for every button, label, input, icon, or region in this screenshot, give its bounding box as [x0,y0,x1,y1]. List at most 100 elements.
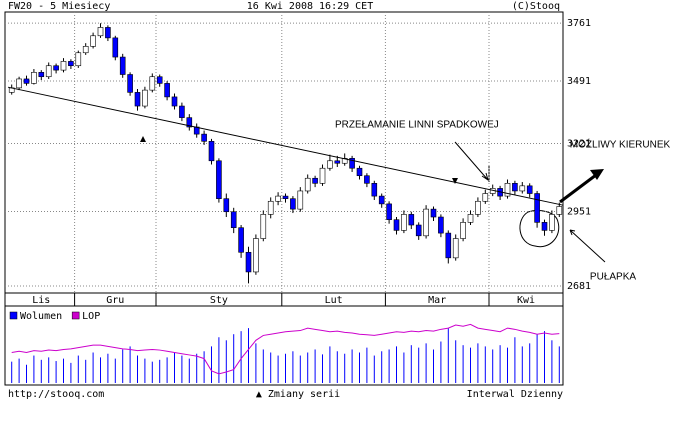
candle-body [452,238,459,259]
legend-swatch [71,311,80,320]
footer-right: Interwal Dzienny [467,389,563,400]
series-change-marker [452,178,458,184]
footer-left: http://stooq.com [8,389,104,400]
candle-body [238,227,244,253]
y-tick-label: 2681 [567,281,591,292]
candle-body [549,214,555,231]
candle-body [482,193,489,202]
candle-body [186,117,193,128]
annotation: PRZEŁAMANIE LINNI SPADKOWEJ [335,120,499,131]
candle-body [304,177,311,192]
candle-body [423,208,429,237]
y-tick-label: 3491 [567,76,591,87]
x-tick-label: Gru [106,295,124,306]
candle-body [112,37,119,58]
candle-body [526,185,533,194]
legend-swatch [9,311,18,320]
candle-body [430,208,437,218]
candle-body [171,96,178,107]
candle-body [386,203,392,220]
candle-body [149,76,156,91]
candle-body [319,167,326,184]
candle-body [164,83,170,98]
candle-body [75,52,82,67]
candle-body [223,198,230,213]
candle-body [38,72,45,78]
candle-body [90,35,96,47]
candle-body [297,190,304,210]
y-tick-label: 2951 [567,206,591,217]
candle-body [253,238,259,273]
x-tick-label: Lis [32,295,50,306]
candle-body [134,92,141,107]
trend-line [7,86,564,206]
x-tick-label: Kwi [517,295,535,306]
candle-body [68,61,74,67]
candle-body [438,216,444,234]
candle-body [556,206,563,215]
candle-body [504,183,511,197]
candle-body [519,185,526,192]
candle-body [312,177,318,184]
candle-body [97,27,104,37]
header-right: (C)Stooq [512,1,560,12]
circle-highlight [519,209,560,248]
candle-body [275,195,281,202]
arrow [559,170,601,204]
candle-body [23,78,30,84]
candle-body [408,214,415,226]
header-center: 16 Kwi 2008 16:29 CET [247,1,373,12]
candle-body [267,200,274,215]
arrow [590,169,604,180]
candle-body [364,175,370,184]
candle-body [127,74,133,93]
candle-body [393,219,400,231]
y-tick-label: 3221 [567,138,591,149]
candle-body [445,232,452,259]
candle-body [378,195,385,205]
candle-body [260,214,267,239]
candle-body [208,141,215,162]
candle-body [467,214,474,223]
footer-center: ▲ Zmiany serii [256,389,340,400]
series-change-marker [140,136,146,142]
candle-body [119,56,126,75]
annotation: PUŁAPKA [590,272,636,283]
candle-body [327,160,333,169]
candle-body [245,251,252,273]
candle-body [475,200,481,215]
candle-body [216,160,222,199]
candle-body [401,214,407,231]
y-tick-label: 3761 [567,18,591,29]
candle-body [290,198,296,210]
candle-body [371,183,378,197]
candle-body [60,61,67,71]
legend-label: Wolumen [20,311,62,322]
candle-body [45,65,52,78]
candle-body [230,211,237,229]
x-tick-label: Lut [325,295,343,306]
candle-body [105,27,111,39]
candle-body [82,46,89,54]
annotation: MOŻLIWY KIERUNEK [570,138,671,151]
candle-body [541,222,548,231]
lop-line [11,323,560,375]
candle-body [282,195,289,199]
arrow [569,229,606,263]
candle-body [512,183,518,192]
candle-body [460,222,466,239]
candle-body [53,65,59,71]
arrow [454,141,489,182]
candle-body [415,224,422,237]
x-tick-label: Mar [428,295,446,306]
candle-body [31,72,37,84]
candle-body [349,158,355,169]
candle-body [156,76,163,84]
candle-body [142,89,148,107]
candle-body [334,160,341,164]
candle-body [356,167,363,177]
candle-body [16,78,22,89]
candle-body [201,133,207,142]
header-left: FW20 - 5 Miesiecy [8,1,110,12]
